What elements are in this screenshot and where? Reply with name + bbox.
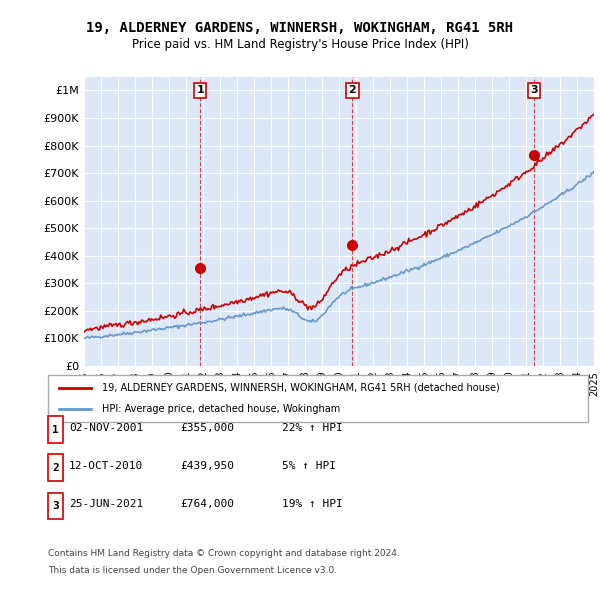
Text: 3: 3 [530,86,538,96]
Text: 5% ↑ HPI: 5% ↑ HPI [282,461,336,471]
Text: £764,000: £764,000 [180,500,234,509]
Text: 3: 3 [52,502,59,511]
Text: £439,950: £439,950 [180,461,234,471]
Text: 19, ALDERNEY GARDENS, WINNERSH, WOKINGHAM, RG41 5RH: 19, ALDERNEY GARDENS, WINNERSH, WOKINGHA… [86,21,514,35]
Text: 19% ↑ HPI: 19% ↑ HPI [282,500,343,509]
Text: 2: 2 [349,86,356,96]
Text: 22% ↑ HPI: 22% ↑ HPI [282,423,343,432]
Text: HPI: Average price, detached house, Wokingham: HPI: Average price, detached house, Woki… [102,404,340,414]
Text: 1: 1 [52,425,59,434]
Text: £355,000: £355,000 [180,423,234,432]
Text: Contains HM Land Registry data © Crown copyright and database right 2024.: Contains HM Land Registry data © Crown c… [48,549,400,558]
Text: 2: 2 [52,463,59,473]
Text: This data is licensed under the Open Government Licence v3.0.: This data is licensed under the Open Gov… [48,566,337,575]
Text: 1: 1 [196,86,204,96]
FancyBboxPatch shape [48,375,588,422]
Text: 12-OCT-2010: 12-OCT-2010 [69,461,143,471]
Text: 02-NOV-2001: 02-NOV-2001 [69,423,143,432]
Text: 19, ALDERNEY GARDENS, WINNERSH, WOKINGHAM, RG41 5RH (detached house): 19, ALDERNEY GARDENS, WINNERSH, WOKINGHA… [102,383,500,393]
Text: 25-JUN-2021: 25-JUN-2021 [69,500,143,509]
Text: Price paid vs. HM Land Registry's House Price Index (HPI): Price paid vs. HM Land Registry's House … [131,38,469,51]
